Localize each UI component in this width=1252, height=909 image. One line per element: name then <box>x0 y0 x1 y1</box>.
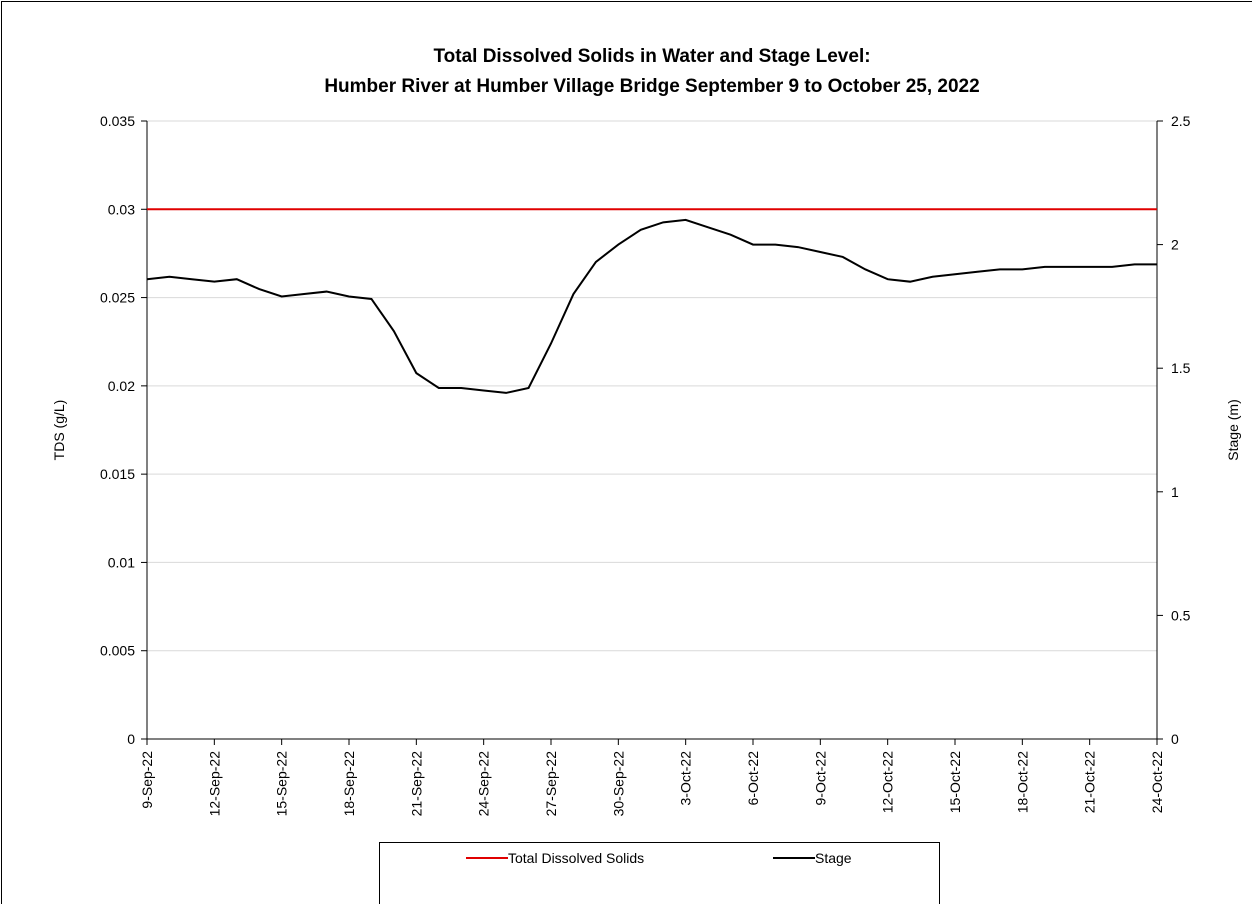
chart-title: Humber River at Humber Village Bridge Se… <box>324 76 979 97</box>
legend-box <box>380 843 940 905</box>
x-tick-label: 21-Oct-22 <box>1082 751 1098 813</box>
y-tick-label: 0.035 <box>100 113 135 129</box>
y-tick-label: 0.005 <box>100 643 135 659</box>
x-tick-label: 6-Oct-22 <box>745 751 761 806</box>
x-tick-label: 9-Sep-22 <box>139 751 155 809</box>
y-tick-label: 0.02 <box>108 378 135 394</box>
y2-tick-label: 0.5 <box>1171 607 1191 623</box>
x-tick-label: 21-Sep-22 <box>408 751 424 817</box>
x-tick-label: 15-Sep-22 <box>274 751 290 817</box>
x-tick-label: 30-Sep-22 <box>610 751 626 817</box>
y2-tick-label: 1.5 <box>1171 360 1191 376</box>
y-tick-label: 0.03 <box>108 201 135 217</box>
x-tick-label: 18-Oct-22 <box>1014 751 1030 813</box>
y-tick-label: 0.015 <box>100 466 135 482</box>
y2-tick-label: 1 <box>1171 484 1179 500</box>
y2-tick-label: 2 <box>1171 237 1179 253</box>
y-tick-label: 0.01 <box>108 554 135 570</box>
x-tick-label: 24-Sep-22 <box>476 751 492 817</box>
y2-tick-label: 2.5 <box>1171 113 1191 129</box>
x-tick-label: 12-Sep-22 <box>206 751 222 817</box>
x-tick-label: 24-Oct-22 <box>1149 751 1165 813</box>
legend-label: Total Dissolved Solids <box>508 850 644 866</box>
x-tick-label: 15-Oct-22 <box>947 751 963 813</box>
y-tick-label: 0.025 <box>100 290 135 306</box>
series-line <box>147 220 1157 393</box>
y-tick-label: 0 <box>127 731 135 747</box>
y-axis-label: TDS (g/L) <box>51 400 67 461</box>
y2-tick-label: 0 <box>1171 731 1179 747</box>
legend-label: Stage <box>815 850 852 866</box>
x-tick-label: 9-Oct-22 <box>812 751 828 806</box>
y2-axis-label: Stage (m) <box>1225 399 1241 460</box>
x-tick-label: 18-Sep-22 <box>341 751 357 817</box>
x-tick-label: 3-Oct-22 <box>678 751 694 806</box>
x-tick-label: 27-Sep-22 <box>543 751 559 817</box>
x-tick-label: 12-Oct-22 <box>880 751 896 813</box>
chart-title: Total Dissolved Solids in Water and Stag… <box>433 46 870 67</box>
